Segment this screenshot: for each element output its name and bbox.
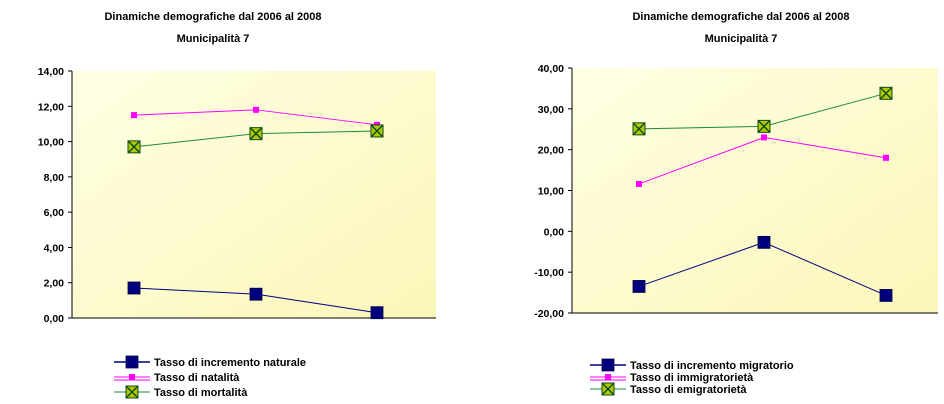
right-data-point (879, 86, 893, 100)
left-ytick-label: 10,00 (38, 137, 64, 149)
right-ytick-label: -10,00 (534, 267, 564, 279)
right-ytick-label: 40,00 (538, 63, 564, 75)
left-data-point (370, 306, 384, 320)
left-ytick-label: 14,00 (38, 66, 64, 78)
right-data-point (632, 280, 646, 293)
left-data-point (127, 140, 141, 154)
right-ytick-label: -20,00 (534, 308, 564, 320)
right-data-point (636, 180, 642, 187)
left-legend-label: Tasso di incremento naturale (154, 357, 306, 369)
right-legend-item: Tasso di immigratorietà (590, 372, 754, 384)
right-ytick-label: 0,00 (544, 226, 565, 238)
left-data-point (131, 112, 137, 119)
left-ytick-label: 12,00 (38, 101, 64, 113)
right-ytick-label: 10,00 (538, 186, 564, 198)
left-ytick-label: 2,00 (44, 278, 65, 290)
left-data-point (249, 127, 263, 141)
left-legend-item: Tasso di natalità (114, 372, 240, 384)
chart-right-subtitle: Municipalità 7 (705, 33, 778, 45)
left-data-point (370, 124, 384, 138)
right-data-point (632, 122, 646, 136)
left-legend-marker (129, 374, 135, 380)
right-data-point (883, 154, 889, 161)
chart-right-title: Dinamiche demografiche dal 2006 al 2008 (632, 11, 849, 23)
left-data-point (249, 287, 263, 301)
right-legend-item: Tasso di incremento migratorio (590, 358, 794, 372)
right-legend-marker (601, 358, 615, 372)
right-data-point (761, 134, 767, 141)
chart-left-title: Dinamiche demografiche dal 2006 al 2008 (104, 11, 321, 23)
right-ytick-label: 20,00 (538, 145, 564, 157)
left-data-point (127, 281, 141, 295)
right-legend-label: Tasso di incremento migratorio (630, 360, 794, 372)
chart-right: Dinamiche demografiche dal 2006 al 2008 … (534, 11, 938, 396)
right-legend-label: Tasso di emigratorietà (630, 384, 747, 396)
left-legend-marker (125, 355, 139, 369)
left-legend-label: Tasso di mortalità (154, 387, 248, 399)
right-data-point (879, 289, 893, 302)
chart-left: Dinamiche demografiche dal 2006 al 2008 … (38, 11, 436, 399)
left-ytick-label: 8,00 (44, 172, 65, 184)
left-legend-item: Tasso di incremento naturale (114, 355, 306, 369)
left-data-point (253, 106, 259, 113)
left-ytick-label: 6,00 (44, 207, 65, 219)
right-ytick-label: 30,00 (538, 104, 564, 116)
right-data-point (757, 235, 771, 249)
right-data-point (757, 119, 771, 133)
right-legend-marker (605, 374, 611, 380)
right-legend-item: Tasso di emigratorietà (590, 382, 747, 396)
left-legend-label: Tasso di natalità (154, 372, 240, 384)
left-ytick-label: 0,00 (44, 313, 65, 325)
right-legend-label: Tasso di immigratorietà (630, 372, 754, 384)
chart-left-subtitle: Municipalità 7 (177, 33, 250, 45)
left-legend-marker (125, 385, 139, 399)
left-legend-item: Tasso di mortalità (114, 385, 248, 399)
left-ytick-label: 4,00 (44, 242, 65, 254)
right-legend-marker (601, 382, 615, 396)
chart-right-plot-area (572, 68, 938, 313)
